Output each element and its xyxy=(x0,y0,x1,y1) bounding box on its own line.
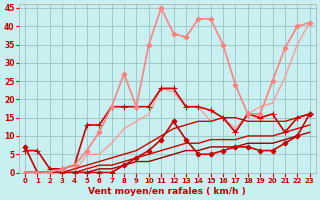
X-axis label: Vent moyen/en rafales ( km/h ): Vent moyen/en rafales ( km/h ) xyxy=(88,187,246,196)
